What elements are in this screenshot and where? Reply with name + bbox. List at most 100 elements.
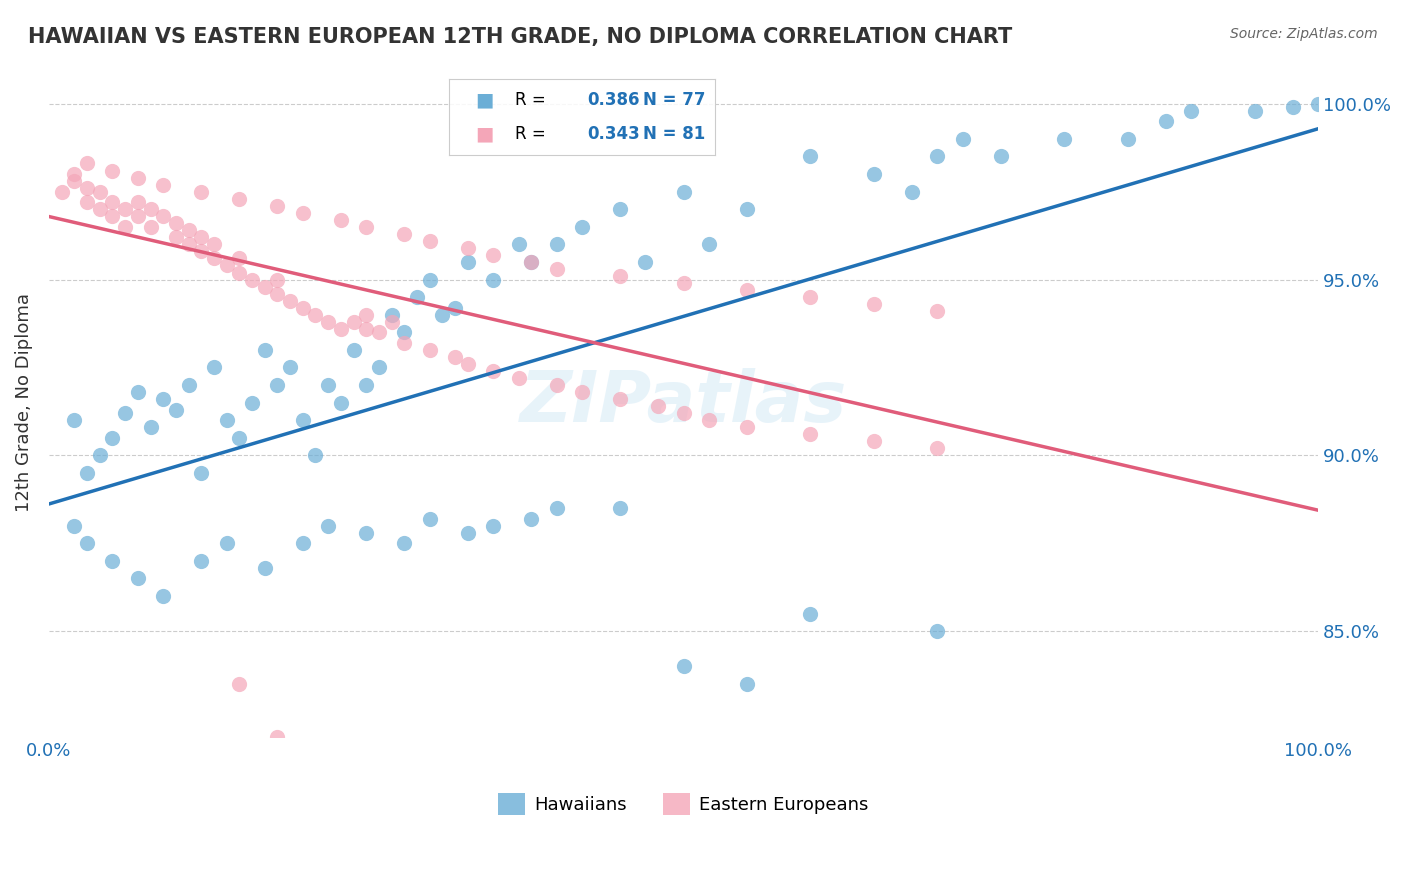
Point bbox=[253, 279, 276, 293]
Point bbox=[63, 518, 86, 533]
Y-axis label: 12th Grade, No Diploma: 12th Grade, No Diploma bbox=[15, 293, 32, 512]
Point bbox=[202, 252, 225, 266]
Point bbox=[482, 272, 505, 286]
Point bbox=[63, 413, 86, 427]
Point bbox=[1053, 132, 1076, 146]
Point bbox=[240, 395, 263, 409]
Point bbox=[152, 209, 174, 223]
Point bbox=[571, 385, 593, 400]
Point bbox=[356, 378, 378, 392]
Point bbox=[329, 322, 352, 336]
Point bbox=[927, 304, 949, 318]
Point bbox=[253, 343, 276, 357]
Point bbox=[672, 185, 695, 199]
Point bbox=[952, 132, 974, 146]
Point bbox=[51, 185, 73, 199]
Point bbox=[89, 449, 111, 463]
Point bbox=[799, 290, 821, 304]
Point bbox=[278, 360, 301, 375]
Point bbox=[152, 392, 174, 406]
Point bbox=[139, 420, 162, 434]
Point bbox=[482, 518, 505, 533]
Point bbox=[735, 677, 758, 691]
Point bbox=[546, 378, 568, 392]
Point bbox=[735, 202, 758, 217]
Point bbox=[609, 202, 631, 217]
Point bbox=[76, 195, 98, 210]
Point bbox=[177, 223, 200, 237]
Point bbox=[406, 290, 429, 304]
Point bbox=[114, 219, 136, 234]
Point bbox=[165, 230, 187, 244]
Point bbox=[672, 659, 695, 673]
Point bbox=[202, 360, 225, 375]
Point bbox=[647, 399, 669, 413]
Point bbox=[215, 259, 238, 273]
Point bbox=[215, 536, 238, 550]
Point bbox=[419, 234, 441, 248]
Point bbox=[697, 237, 720, 252]
Point bbox=[266, 286, 288, 301]
Point bbox=[381, 308, 404, 322]
Point bbox=[432, 308, 454, 322]
Point bbox=[1180, 103, 1202, 118]
Point bbox=[329, 212, 352, 227]
Point bbox=[202, 237, 225, 252]
Point bbox=[520, 255, 543, 269]
Point bbox=[89, 202, 111, 217]
Point bbox=[152, 589, 174, 603]
Point bbox=[1154, 114, 1177, 128]
Point bbox=[291, 301, 314, 315]
Point bbox=[927, 624, 949, 639]
Point bbox=[735, 420, 758, 434]
Point bbox=[304, 308, 326, 322]
Point bbox=[1116, 132, 1139, 146]
Point bbox=[457, 255, 479, 269]
Point bbox=[127, 209, 149, 223]
Point bbox=[278, 293, 301, 308]
Point bbox=[190, 466, 212, 480]
Point bbox=[368, 326, 391, 340]
Point bbox=[520, 255, 543, 269]
Point bbox=[228, 677, 250, 691]
Point bbox=[394, 326, 416, 340]
Point bbox=[546, 262, 568, 277]
Point bbox=[165, 216, 187, 230]
Point bbox=[444, 350, 467, 364]
Point bbox=[419, 343, 441, 357]
Point bbox=[863, 434, 886, 449]
Point bbox=[177, 378, 200, 392]
Point bbox=[190, 554, 212, 568]
Point bbox=[735, 283, 758, 297]
Point bbox=[394, 227, 416, 241]
Point bbox=[266, 730, 288, 744]
Point bbox=[253, 561, 276, 575]
Point bbox=[63, 174, 86, 188]
Point bbox=[228, 266, 250, 280]
Point bbox=[228, 192, 250, 206]
Point bbox=[240, 272, 263, 286]
Point bbox=[1308, 96, 1330, 111]
Point bbox=[368, 360, 391, 375]
Point bbox=[76, 156, 98, 170]
Point bbox=[76, 466, 98, 480]
Point bbox=[89, 185, 111, 199]
Point bbox=[419, 512, 441, 526]
Point bbox=[546, 501, 568, 516]
Point bbox=[508, 237, 530, 252]
Point bbox=[291, 413, 314, 427]
Point bbox=[863, 297, 886, 311]
Point bbox=[419, 272, 441, 286]
Point bbox=[165, 402, 187, 417]
Point bbox=[1243, 103, 1265, 118]
Point bbox=[927, 442, 949, 456]
Point bbox=[101, 554, 124, 568]
Point bbox=[356, 308, 378, 322]
Point bbox=[799, 607, 821, 621]
Point bbox=[342, 315, 364, 329]
Point bbox=[697, 413, 720, 427]
Point bbox=[394, 536, 416, 550]
Point bbox=[634, 255, 657, 269]
Point bbox=[609, 392, 631, 406]
Point bbox=[482, 248, 505, 262]
